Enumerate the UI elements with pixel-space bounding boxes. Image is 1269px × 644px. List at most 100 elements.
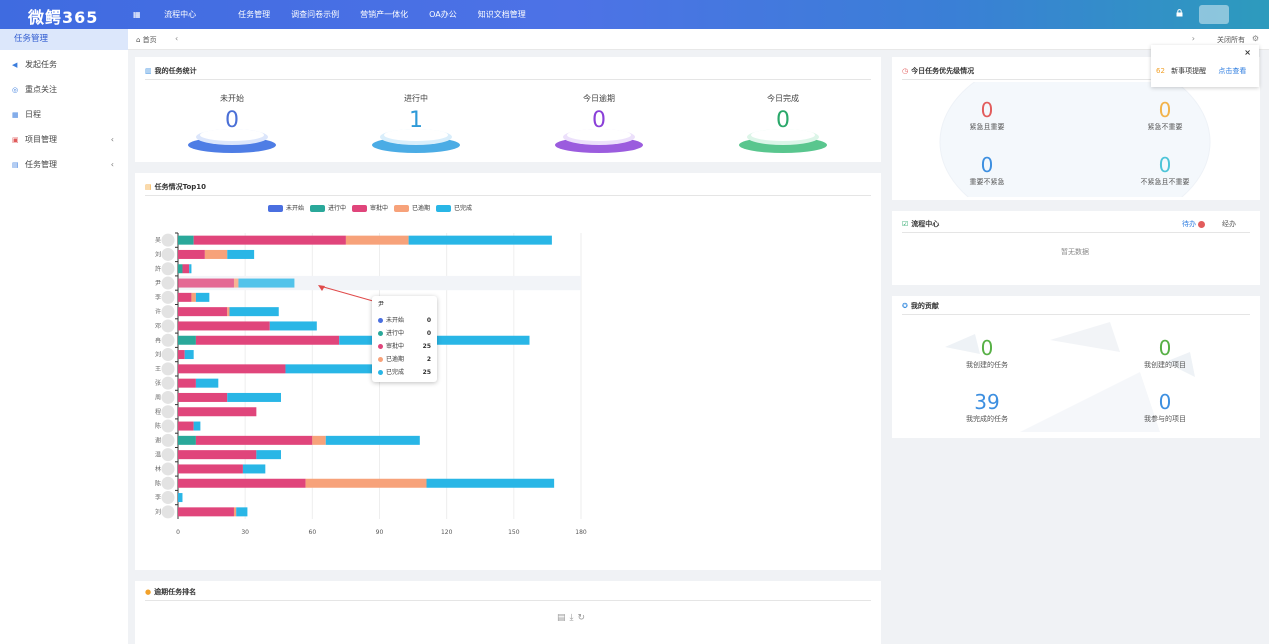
chart-tooltip: 尹 未开始 0 进行中 0 审批中 25 已逾期 2 已完成 25 xyxy=(372,296,437,382)
y-tick-label: 张 xyxy=(155,379,161,387)
stat-value: 0 xyxy=(776,108,790,133)
bar-segment xyxy=(178,507,234,517)
tooltip-row: 进行中 0 xyxy=(378,327,431,340)
home-icon: ⌂ xyxy=(136,36,143,44)
flow-icon: ☑ xyxy=(902,220,909,228)
priority-background-circle xyxy=(939,82,1211,197)
priority-important-not-urgent[interactable]: 0 重要不紧急 xyxy=(969,153,1005,186)
bar-segment xyxy=(178,378,196,388)
flow-center-title: ☑ 流程中心 xyxy=(902,219,1250,233)
bar-segment xyxy=(305,478,427,488)
bar-segment xyxy=(193,235,346,245)
bar-segment xyxy=(178,321,270,331)
bar-segment xyxy=(178,493,183,503)
bar-segment xyxy=(178,450,257,460)
topnav-item[interactable]: ▦ 流程中心 xyxy=(133,10,197,19)
badge-icon: ✪ xyxy=(902,302,908,310)
send-icon: ◀ xyxy=(12,61,18,69)
bar-segment xyxy=(312,435,326,445)
close-icon[interactable]: × xyxy=(1244,48,1251,57)
category-avatar xyxy=(161,319,175,333)
chevron-left-icon: ‹ xyxy=(110,135,114,144)
y-tick-label: 李 xyxy=(155,293,161,301)
bar-segment xyxy=(178,292,192,302)
sidebar-item-projects[interactable]: ▣ 项目管理 ‹ xyxy=(0,127,128,152)
sidebar-item-tasks[interactable]: ▤ 任务管理 ‹ xyxy=(0,152,128,177)
overdue-rank-card xyxy=(135,581,881,644)
cyan-disc-graphic xyxy=(372,129,460,153)
gear-icon[interactable]: ⚙ xyxy=(1251,34,1259,43)
stat-done-today[interactable]: 今日完成 0 xyxy=(693,93,873,132)
category-avatar xyxy=(161,462,175,476)
bar-segment xyxy=(178,335,196,345)
y-tick-label: 陈 xyxy=(155,422,161,430)
legend-in-progress[interactable]: 进行中 xyxy=(310,203,346,212)
legend-completed[interactable]: 已完成 xyxy=(436,203,472,212)
my-task-stats-title: ▥ 我的任务统计 xyxy=(145,66,871,80)
topnav-item[interactable]: OA办公 xyxy=(429,10,457,19)
legend-overdue[interactable]: 已逾期 xyxy=(394,203,430,212)
bar-segment xyxy=(178,407,257,417)
flow-tab-todo[interactable]: 待办 xyxy=(1182,219,1206,229)
badge-dot xyxy=(1198,220,1206,228)
topnav-item[interactable]: 任务管理 xyxy=(238,10,271,19)
download-icon[interactable]: ⤓ xyxy=(569,613,578,623)
topnav-item[interactable]: 营销产一体化 xyxy=(360,10,409,19)
sidebar-item-send-task[interactable]: ◀ 发起任务 xyxy=(0,52,128,77)
close-all-tabs-button[interactable]: 关闭所有 xyxy=(1217,36,1245,44)
contrib-completed-tasks[interactable]: 39 我完成的任务 xyxy=(966,390,1008,423)
tooltip-row: 已逾期 2 xyxy=(378,353,431,366)
bar-segment xyxy=(191,292,196,302)
legend-not-started[interactable]: 未开始 xyxy=(268,203,304,212)
contrib-created-projects[interactable]: 0 我创建的项目 xyxy=(1144,336,1186,369)
tab-home[interactable]: ⌂ 首页 xyxy=(136,36,157,44)
blue-disc-graphic xyxy=(188,129,276,153)
flow-tab-done[interactable]: 经办 xyxy=(1222,220,1236,228)
contrib-joined-projects[interactable]: 0 我参与的项目 xyxy=(1144,390,1186,423)
contribution-background-shapes xyxy=(945,322,1195,432)
bar-segment xyxy=(193,421,201,431)
stat-in-progress[interactable]: 进行中 1 xyxy=(326,93,506,132)
contrib-created-tasks[interactable]: 0 我创建的任务 xyxy=(966,336,1008,369)
priority-urgent-not-important[interactable]: 0 紧急不重要 xyxy=(1147,98,1183,131)
notice-view-link[interactable]: 点击查看 xyxy=(1218,67,1247,75)
tab-bar: ⌂ 首页 ‹ › 关闭所有 ⚙ xyxy=(128,29,1269,50)
topnav-item[interactable]: 调查问卷示例 xyxy=(291,10,340,19)
contribution-title: ✪ 我的贡献 xyxy=(902,301,1250,315)
y-tick-label: 尹 xyxy=(155,280,161,287)
priority-urgent-important[interactable]: 0 紧急且重要 xyxy=(969,98,1005,131)
warning-icon: ● xyxy=(145,588,152,596)
category-avatar xyxy=(161,491,175,505)
y-tick-label: 刘 xyxy=(155,508,161,516)
bar-segment xyxy=(178,364,286,374)
refresh-icon[interactable]: ↻ xyxy=(577,613,590,623)
category-avatar xyxy=(161,362,175,376)
sidebar-item-focus[interactable]: ◎ 重点关注 xyxy=(0,77,128,102)
x-tick-label: 60 xyxy=(309,529,317,535)
stat-overdue-today[interactable]: 今日逾期 0 xyxy=(509,93,689,132)
bar-segment xyxy=(325,435,420,445)
chart-icon: ▤ xyxy=(145,183,152,191)
bar-segment xyxy=(178,464,243,474)
project-icon: ▣ xyxy=(12,136,19,144)
legend-approving[interactable]: 审批中 xyxy=(352,203,388,212)
topnav-item[interactable]: 知识文档管理 xyxy=(477,10,526,19)
tab-scroll-left-icon[interactable]: ‹ xyxy=(175,34,179,43)
x-tick-label: 30 xyxy=(241,529,249,535)
bar-segment xyxy=(178,435,196,445)
bar-segment xyxy=(178,278,234,288)
priority-not-urgent-not-important[interactable]: 0 不紧急且不重要 xyxy=(1140,153,1190,186)
category-avatar xyxy=(161,247,175,261)
bar-segment xyxy=(229,307,279,317)
overdue-rank-title: ● 逾期任务排名 xyxy=(145,587,871,601)
task-top10-title: ▤ 任务情况Top10 xyxy=(145,182,871,196)
stat-not-started[interactable]: 未开始 0 xyxy=(142,93,322,132)
user-avatar[interactable] xyxy=(1199,5,1229,24)
sidebar-item-schedule[interactable]: ▦ 日程 xyxy=(0,102,128,127)
stat-value: 0 xyxy=(592,108,606,133)
app-logo[interactable]: 微鳄365 xyxy=(28,8,99,27)
tab-scroll-right-icon[interactable]: › xyxy=(1191,34,1195,43)
lock-icon[interactable] xyxy=(1176,9,1183,17)
document-icon[interactable]: ▤ xyxy=(557,613,570,623)
